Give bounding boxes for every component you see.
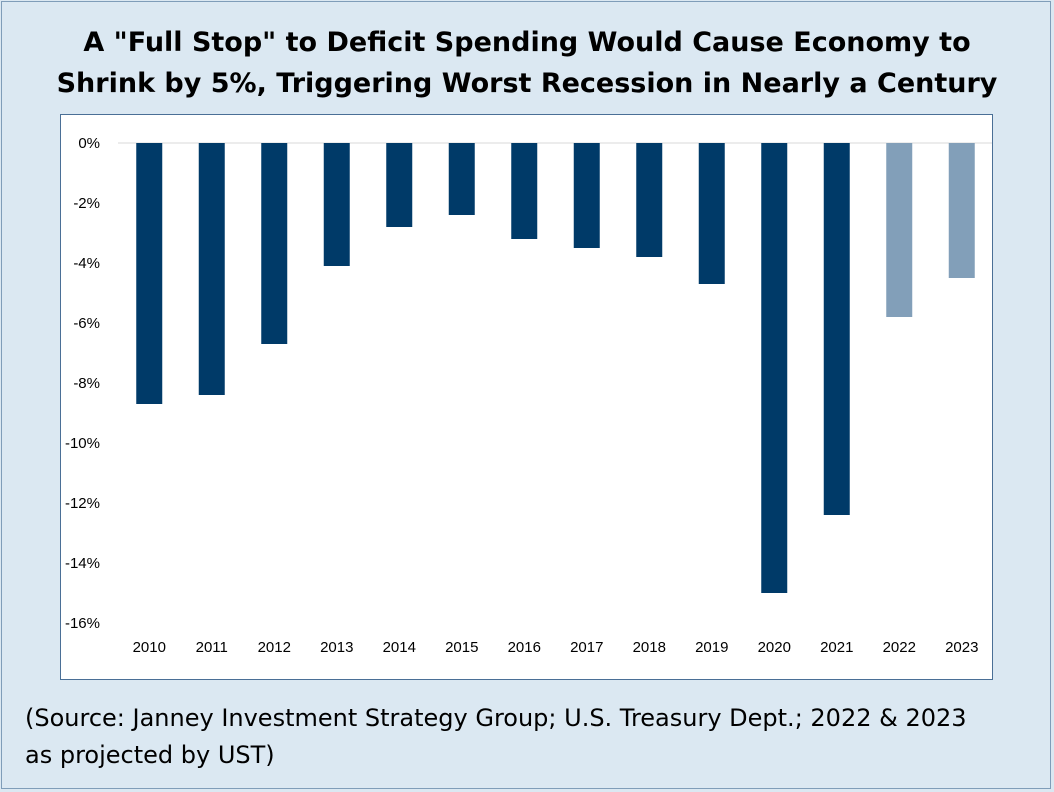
bar-2012 — [261, 143, 288, 344]
source-note: (Source: Janney Investment Strategy Grou… — [25, 700, 1035, 774]
bar-2018 — [636, 143, 663, 257]
x-tick-label: 2017 — [570, 639, 603, 656]
chart-title: A "Full Stop" to Deficit Spending Would … — [0, 22, 1054, 104]
bar-2011 — [198, 143, 225, 395]
x-tick-label: 2013 — [320, 639, 353, 656]
chart-title-line-1: A "Full Stop" to Deficit Spending Would … — [83, 27, 971, 58]
chart-title-line-2: Shrink by 5%, Triggering Worst Recession… — [56, 68, 998, 99]
bar-2021 — [823, 143, 850, 515]
source-note-line-1: (Source: Janney Investment Strategy Grou… — [25, 704, 967, 732]
x-tick-label: 2023 — [945, 639, 978, 656]
y-tick-label: 0% — [78, 135, 100, 152]
bar-2022 — [886, 143, 913, 317]
bar-2016 — [511, 143, 538, 239]
x-tick-label: 2022 — [883, 639, 916, 656]
bar-2010 — [136, 143, 163, 404]
source-note-line-2: as projected by UST) — [25, 741, 275, 769]
bar-2023 — [948, 143, 975, 278]
bar-2013 — [323, 143, 350, 266]
y-tick-label: -14% — [65, 555, 100, 572]
x-tick-label: 2011 — [196, 639, 228, 656]
x-tick-label: 2015 — [445, 639, 478, 656]
y-tick-label: -2% — [73, 195, 100, 212]
y-tick-label: -10% — [65, 435, 100, 452]
bar-2019 — [698, 143, 725, 284]
bar-2015 — [448, 143, 475, 215]
y-tick-label: -12% — [65, 495, 100, 512]
x-tick-label: 2014 — [383, 639, 416, 656]
x-tick-label: 2020 — [758, 639, 791, 656]
y-tick-label: -16% — [65, 615, 100, 632]
bar-2017 — [573, 143, 600, 248]
y-tick-label: -6% — [73, 315, 100, 332]
bar-2014 — [386, 143, 413, 227]
x-tick-label: 2021 — [820, 639, 853, 656]
y-tick-label: -4% — [73, 255, 100, 272]
x-tick-label: 2018 — [633, 639, 666, 656]
y-tick-label: -8% — [73, 375, 100, 392]
x-tick-label: 2016 — [508, 639, 541, 656]
x-tick-label: 2012 — [258, 639, 291, 656]
x-tick-label: 2019 — [695, 639, 728, 656]
bar-2020 — [761, 143, 788, 593]
x-tick-label: 2010 — [133, 639, 166, 656]
